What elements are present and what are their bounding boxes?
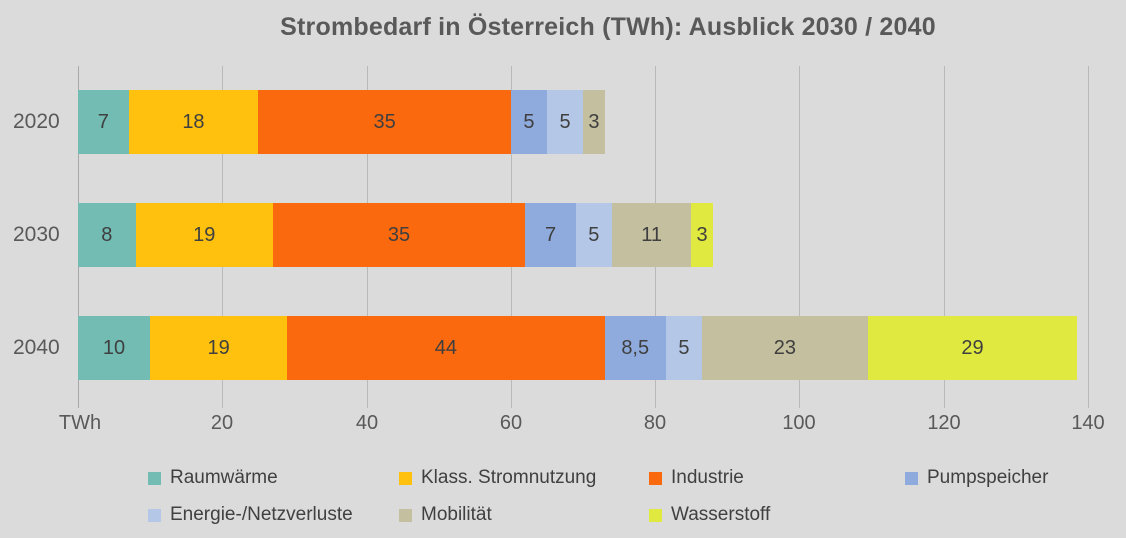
bar-segment-label: 5: [523, 110, 535, 133]
gridline: [799, 66, 801, 408]
legend-label: Energie-/Netzverluste: [170, 504, 353, 525]
category-label: 2030: [13, 223, 60, 246]
plot-area: 7 18 35 5 5 3 8 19 35 7 5 11 3 10 19 44 8,5 5 23 29: [78, 66, 1089, 408]
bar-segment-label: 29: [961, 336, 984, 359]
legend-swatch: [399, 508, 412, 522]
bar-segment: 19: [135, 203, 273, 267]
bar-segment-label: 10: [102, 336, 126, 359]
x-tick-label: 80: [643, 412, 667, 434]
category-label: 2040: [13, 336, 60, 359]
category-label: 2020: [13, 110, 60, 133]
bar-segment-label: 18: [182, 110, 205, 133]
bar-segment-label: 3: [588, 110, 600, 133]
bar-segment-label: 3: [696, 223, 708, 246]
bar-segment-label: 7: [544, 223, 557, 246]
x-tick-label: 140: [1071, 412, 1105, 434]
bar-segment-label: 35: [373, 110, 396, 133]
legend-item: Industrie: [649, 466, 744, 490]
bar-segment: 8: [78, 203, 136, 267]
bar-segment: 10: [78, 316, 151, 380]
bar-segment-label: 5: [588, 223, 600, 246]
legend-swatch: [148, 471, 161, 485]
bar-segment: 7: [525, 203, 576, 267]
bar-segment-label: 7: [97, 110, 109, 133]
legend-item: Wasserstoff: [649, 503, 770, 527]
bar-segment: 44: [287, 316, 605, 380]
bar-segment-label: 8,5: [621, 336, 650, 359]
legend-swatch: [649, 471, 662, 485]
bar-segment: 5: [575, 203, 612, 267]
legend-label: Raumwärme: [170, 467, 278, 488]
bar-segment: 3: [583, 90, 605, 154]
x-tick-label: 40: [355, 412, 379, 434]
legend-label: Pumpspeicher: [927, 467, 1049, 488]
bar-segment: 8,5: [604, 316, 666, 380]
bar-segment-label: 19: [207, 336, 230, 359]
bar-segment: 29: [867, 316, 1078, 380]
bar-segment: 19: [150, 316, 288, 380]
legend-item: Energie-/Netzverluste: [148, 503, 353, 527]
legend-item: Mobilität: [399, 503, 492, 527]
bar-segment: 7: [78, 90, 129, 154]
x-tick-label: 60: [499, 412, 523, 434]
bar-segment: 5: [665, 316, 702, 380]
x-tick-label: 120: [927, 412, 961, 434]
legend-label: Mobilität: [421, 504, 492, 525]
bar-segment: 5: [510, 90, 547, 154]
legend-swatch: [399, 471, 412, 485]
x-tick-label: 20: [210, 412, 234, 434]
chart-title: Strombedarf in Österreich (TWh): Ausblic…: [280, 13, 936, 41]
bar-segment-label: 11: [641, 223, 662, 246]
gridline: [1088, 66, 1089, 408]
legend-swatch: [649, 508, 662, 522]
legend-item: Klass. Stromnutzung: [399, 466, 596, 490]
bar-segment-label: 23: [773, 336, 797, 359]
legend-label: Wasserstoff: [671, 504, 771, 525]
bar-segment-label: 5: [678, 336, 690, 359]
bar-segment: 18: [128, 90, 259, 154]
legend-label: Industrie: [671, 467, 744, 488]
legend-swatch: [905, 471, 918, 485]
bar-segment-label: 44: [434, 336, 457, 359]
bar-row-2040: 10 19 44 8,5 5 23 29: [78, 316, 1078, 380]
x-tick-label: 100: [782, 412, 816, 434]
bar-segment: 11: [611, 203, 692, 267]
legend-label: Klass. Stromnutzung: [421, 467, 597, 488]
legend-item: Pumpspeicher: [905, 466, 1048, 490]
bar-segment: 35: [272, 203, 526, 267]
axis-unit-label: TWh: [58, 412, 102, 434]
legend-item: Raumwärme: [148, 466, 278, 490]
bar-segment-label: 19: [193, 223, 216, 246]
bar-segment: 3: [691, 203, 713, 267]
bar-row-2020: 7 18 35 5 5 3: [78, 90, 605, 154]
bar-segment: 23: [701, 316, 868, 380]
legend-swatch: [148, 508, 161, 522]
bar-segment-label: 5: [559, 110, 571, 133]
bar-segment-label: 8: [101, 223, 113, 246]
bar-segment: 5: [546, 90, 584, 154]
bar-segment-label: 35: [387, 223, 411, 246]
bar-segment: 35: [258, 90, 511, 154]
gridline: [943, 66, 945, 408]
bar-row-2030: 8 19 35 7 5 11 3: [78, 203, 713, 267]
